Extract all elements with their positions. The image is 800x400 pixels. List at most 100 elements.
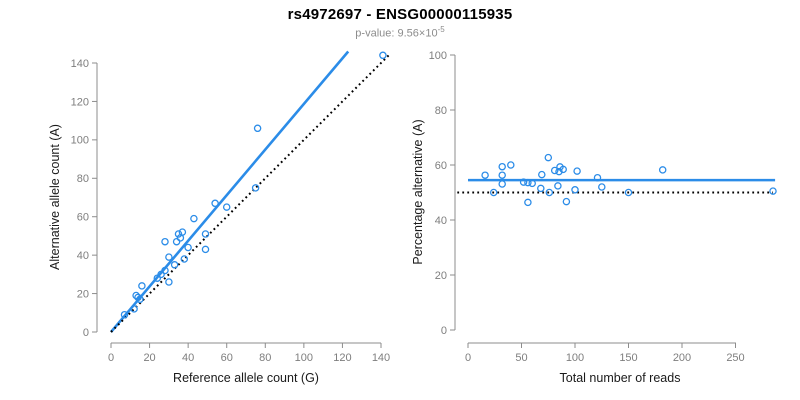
p-value-base: p-value: 9.56×10 <box>355 27 438 40</box>
data-point <box>157 270 165 279</box>
data-point <box>571 186 579 194</box>
data-point <box>498 171 506 179</box>
data-point <box>132 291 140 300</box>
data-points <box>120 51 387 319</box>
data-point <box>498 162 506 171</box>
data-point <box>251 184 260 192</box>
data-point <box>130 305 138 313</box>
data-point <box>498 180 506 188</box>
data-point <box>172 237 181 246</box>
regression-line <box>110 50 350 333</box>
y-tick-label: 40 <box>77 250 89 262</box>
data-point <box>120 310 129 319</box>
y-tick-label: 20 <box>435 270 447 282</box>
data-point <box>598 183 606 191</box>
data-point <box>211 199 219 208</box>
data-point <box>544 153 553 162</box>
data-point <box>136 295 144 304</box>
percentage-vs-reads-scatter: 0 20 40 60 80 100 0 50 100 150 200 250 Total number … <box>411 50 777 385</box>
x-tick-label: 100 <box>295 352 313 364</box>
x-tick-label: 60 <box>221 352 233 364</box>
data-point <box>165 253 173 261</box>
x-tick-label: 250 <box>726 352 744 364</box>
y-tick-label: 20 <box>77 288 89 300</box>
y-tick-label: 100 <box>429 50 447 62</box>
data-point <box>524 198 532 207</box>
data-point <box>545 188 554 197</box>
y-tick-label: 120 <box>71 96 89 108</box>
x-axis: 0 20 40 60 80 100 120 140 <box>108 342 390 364</box>
x-tick-label: 150 <box>619 352 637 364</box>
y-tick-label: 80 <box>77 173 89 185</box>
data-point <box>550 166 559 175</box>
y-tick-label: 60 <box>77 212 89 224</box>
x-tick-label: 200 <box>673 352 691 364</box>
x-tick-label: 140 <box>372 352 390 364</box>
data-point <box>562 197 571 206</box>
data-point <box>524 178 532 187</box>
x-tick-label: 20 <box>143 352 155 364</box>
x-axis-title: Total number of reads <box>560 371 681 385</box>
data-point <box>180 255 189 263</box>
x-axis-title: Reference allele count (G) <box>173 371 319 385</box>
data-point <box>201 245 210 254</box>
data-point <box>658 166 667 174</box>
data-point <box>170 261 179 269</box>
data-points <box>481 153 777 207</box>
allele-counts-scatter: 0 20 40 60 80 100 120 140 0 20 40 60 80 100 120 140 Refe… <box>48 50 390 385</box>
y-tick-label: 0 <box>441 325 447 337</box>
data-point <box>174 230 183 238</box>
data-point <box>538 170 546 179</box>
data-point <box>138 282 146 290</box>
x-tick-label: 0 <box>465 352 471 364</box>
data-point <box>184 243 192 252</box>
y-tick-label: 0 <box>83 327 89 339</box>
data-point <box>555 167 563 176</box>
data-point <box>554 182 562 190</box>
x-tick-label: 0 <box>108 352 114 364</box>
data-point <box>222 203 231 211</box>
x-tick-label: 100 <box>566 352 584 364</box>
data-point <box>481 171 489 179</box>
p-value-label: p-value: 9.56×10-5 <box>0 25 800 40</box>
y-axis: 0 20 40 60 80 100 <box>429 50 456 337</box>
data-point <box>201 230 210 238</box>
data-point <box>190 214 198 223</box>
p-value-exponent: -5 <box>437 25 445 34</box>
data-point <box>153 274 162 282</box>
x-tick-label: 80 <box>259 352 271 364</box>
data-point <box>519 178 528 186</box>
data-point <box>593 173 602 182</box>
figure-title: rs4972697 - ENSG00000115935 <box>287 6 513 23</box>
data-point <box>165 278 173 286</box>
data-point <box>769 187 777 195</box>
y-tick-label: 100 <box>71 135 89 147</box>
y-tick-label: 40 <box>435 215 447 227</box>
y-axis-title: Alternative allele count (A) <box>48 124 62 270</box>
y-tick-label: 140 <box>71 58 89 70</box>
data-point <box>253 124 262 133</box>
x-tick-label: 50 <box>515 352 527 364</box>
data-point <box>559 165 567 174</box>
y-tick-label: 80 <box>435 105 447 117</box>
data-point <box>176 234 185 242</box>
data-point <box>161 237 169 246</box>
x-tick-label: 40 <box>182 352 194 364</box>
data-point <box>624 188 633 197</box>
data-point <box>161 266 169 275</box>
data-point <box>573 167 581 175</box>
identity-line <box>110 54 390 333</box>
y-tick-label: 60 <box>435 160 447 172</box>
data-point <box>134 293 142 302</box>
x-tick-label: 120 <box>333 352 351 364</box>
x-axis: 0 50 100 150 200 250 <box>465 342 745 364</box>
data-point <box>489 188 498 197</box>
data-point <box>537 184 545 193</box>
data-point <box>507 161 515 169</box>
data-point <box>379 51 387 60</box>
data-point <box>528 179 536 188</box>
y-axis: 0 20 40 60 80 100 120 140 <box>71 58 98 339</box>
y-axis-title: Percentage alternative (A) <box>411 119 425 264</box>
